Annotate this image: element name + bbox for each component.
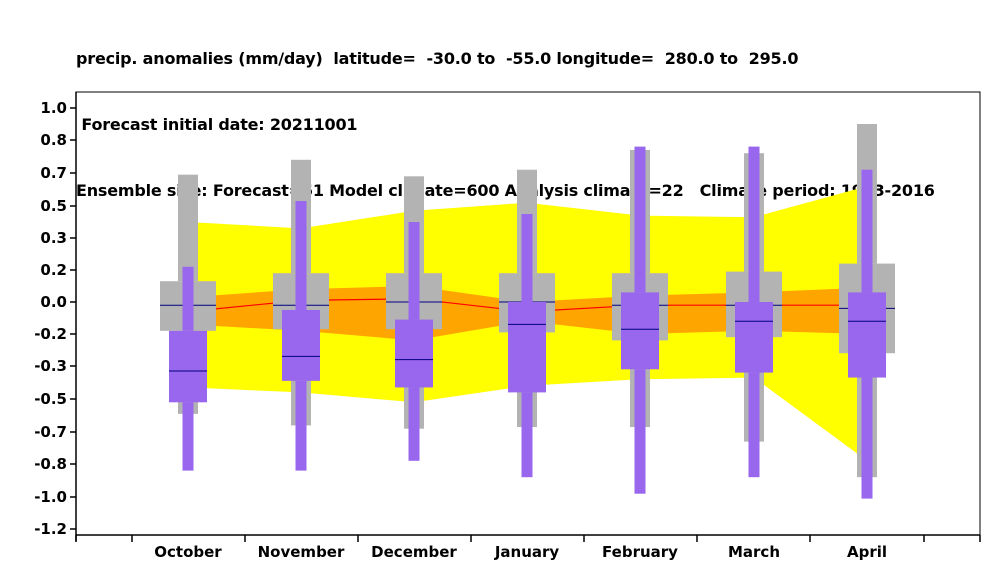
forecast-box-january (508, 214, 546, 478)
forecast-lower-whisker (861, 377, 873, 499)
y-tick-label: 1.0 (40, 99, 67, 117)
x-tick-label-february: February (602, 543, 678, 561)
forecast-lower-whisker (748, 372, 760, 478)
x-tick-label-march: March (728, 543, 780, 561)
forecast-lower-whisker (182, 402, 194, 471)
axes (75, 91, 981, 541)
x-tick-label-december: December (371, 543, 457, 561)
forecast-upper-whisker (408, 222, 420, 320)
y-tick-label: -0.2 (34, 325, 67, 343)
x-tick-label-april: April (847, 543, 887, 561)
forecast-upper-whisker (634, 146, 646, 293)
model-climate-upper-whisker (178, 174, 198, 282)
forecast-iqr-box (848, 292, 886, 378)
chart-title: precip. anomalies (mm/day) latitude= -30… (76, 4, 935, 224)
box-plots (160, 124, 895, 499)
y-tick-label: -1.2 (34, 520, 67, 538)
y-tick-label: -0.5 (34, 390, 67, 408)
x-tick-label-november: November (258, 543, 345, 561)
y-tick-label: 0.2 (40, 261, 67, 279)
forecast-lower-whisker (634, 369, 646, 494)
forecast-iqr-box (395, 319, 433, 388)
forecast-iqr-box (621, 292, 659, 370)
forecast-iqr-box (169, 330, 207, 403)
x-tick-label-october: October (154, 543, 222, 561)
forecast-box-february (621, 146, 659, 494)
forecast-box-november (282, 201, 320, 471)
forecast-lower-whisker (521, 392, 533, 478)
title-line-2: Forecast initial date: 20211001 (76, 115, 358, 134)
y-tick-label: 0.8 (40, 131, 67, 149)
forecast-box-april (848, 169, 886, 499)
forecast-iqr-box (735, 302, 773, 373)
y-axis-ticks: 1.0 0.8 0.7 0.5 0.3 0.2 0.0 -0.2 -0.3 -0.5 -0.7 -0.… (34, 99, 76, 538)
y-tick-label: -1.0 (34, 488, 67, 506)
forecast-box-december (395, 222, 433, 461)
forecast-box-october (169, 266, 207, 471)
x-axis-ticks: October November December January February Ma… (75, 535, 981, 561)
forecast-upper-whisker (861, 169, 873, 293)
forecast-iqr-box (508, 302, 546, 393)
y-tick-label: -0.3 (34, 357, 67, 375)
forecast-upper-whisker (295, 201, 307, 310)
forecast-box-march (735, 146, 773, 478)
forecast-lower-whisker (408, 387, 420, 461)
y-tick-label: 0.5 (40, 197, 67, 215)
forecast-upper-whisker (182, 266, 194, 331)
y-tick-label: -0.8 (34, 455, 67, 473)
x-tick-label-january: January (494, 543, 560, 561)
y-tick-label: -0.7 (34, 423, 67, 441)
title-line-1: precip. anomalies (mm/day) latitude= -30… (76, 49, 799, 68)
y-tick-label: 0.3 (40, 229, 67, 247)
forecast-iqr-box (282, 310, 320, 381)
forecast-upper-whisker (748, 146, 760, 302)
y-tick-label: 0.7 (40, 164, 67, 182)
forecast-upper-whisker (521, 214, 533, 302)
forecast-lower-whisker (295, 380, 307, 471)
y-tick-label: 0.0 (40, 293, 67, 311)
